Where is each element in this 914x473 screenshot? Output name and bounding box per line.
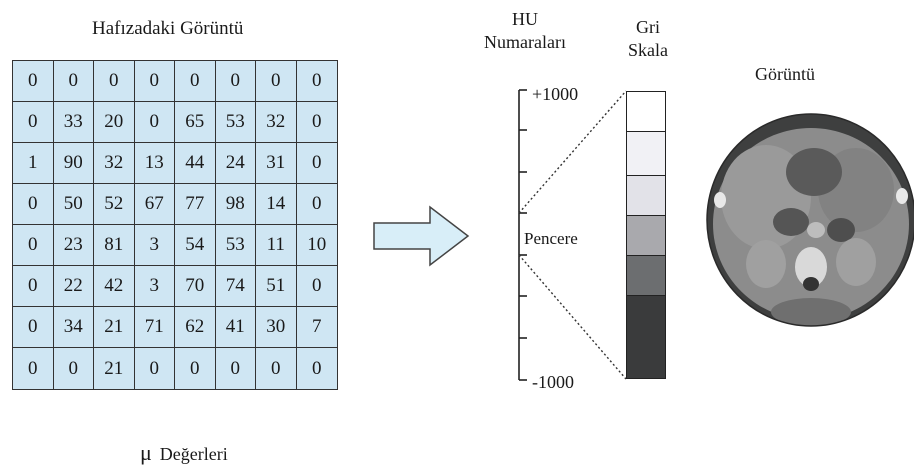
grid-cell: 0	[54, 348, 94, 389]
grid-cell: 0	[296, 61, 337, 102]
grid-cell: 13	[134, 143, 175, 184]
grid-cell: 53	[215, 225, 256, 266]
grid-cell: 3	[134, 266, 175, 307]
gray-title-line1: Gri	[636, 17, 660, 37]
mu-values-caption: μ Değerleri	[140, 440, 228, 466]
grid-cell: 0	[134, 61, 175, 102]
gray-scale-block	[627, 176, 665, 216]
grid-cell: 77	[175, 184, 216, 225]
grid-cell: 1	[13, 143, 54, 184]
caption-text: Değerleri	[159, 444, 228, 464]
grid-cell: 14	[256, 184, 297, 225]
grid-cell: 62	[175, 307, 216, 348]
grid-cell: 24	[215, 143, 256, 184]
mu-symbol: μ	[140, 440, 152, 465]
grid-cell: 22	[53, 266, 94, 307]
gray-scale-block	[627, 256, 665, 296]
gray-scale-block	[627, 216, 665, 256]
grid-cell: 0	[215, 61, 256, 102]
grid-cell: 98	[215, 184, 256, 225]
right-arrow-icon	[373, 205, 470, 267]
grid-cell: 41	[215, 307, 256, 348]
grid-cell: 0	[13, 225, 54, 266]
grid-cell: 0	[256, 348, 297, 389]
grid-cell: 0	[94, 61, 135, 102]
grid-cell: 44	[175, 143, 216, 184]
grid-cell: 65	[175, 102, 216, 143]
grid-cell: 32	[94, 143, 135, 184]
grid-cell: 0	[134, 102, 175, 143]
grid-cell: 21	[94, 348, 135, 389]
result-image-title: Görüntü	[755, 64, 815, 84]
hu-max-label: +1000	[532, 84, 579, 104]
grid-cell: 7	[296, 307, 337, 348]
grid-cell: 0	[13, 61, 54, 102]
grid-cell: 0	[13, 266, 54, 307]
gray-scale-title: Gri Skala	[608, 16, 688, 62]
gray-scale-block	[627, 92, 665, 132]
hu-numbers-title: HU Numaraları	[473, 8, 577, 54]
grid-cell: 33	[53, 102, 94, 143]
pixel-value-grid: 0 0 0 0 0 0 0 0 0 33 20 0 65 53 32 0 1 90 32 13 44 24 31 0 0 50 52…	[12, 60, 338, 390]
grid-cell: 0	[13, 348, 54, 389]
grid-cell: 0	[312, 357, 322, 379]
grid-cell: 11	[256, 225, 297, 266]
window-label: Pencere	[524, 229, 578, 249]
grid-cell: 74	[215, 266, 256, 307]
grid-cell: 53	[215, 102, 256, 143]
grid-cell: 0	[296, 143, 337, 184]
grid-cell: 42	[94, 266, 135, 307]
grid-cell: 3	[134, 225, 175, 266]
grid-cell: 0	[13, 307, 54, 348]
ct-scan-image	[706, 113, 914, 327]
grid-cell: 23	[53, 225, 94, 266]
grid-cell: 21	[94, 307, 135, 348]
grid-cell: 0	[135, 348, 175, 389]
grid-cell: 51	[256, 266, 297, 307]
grid-cell: 0	[175, 348, 216, 389]
gray-scale-block	[627, 296, 665, 378]
hu-title-line2: Numaraları	[484, 32, 566, 52]
grid-cell: 0	[13, 102, 54, 143]
grid-cell: 10	[296, 225, 337, 266]
grid-cell: 0	[296, 102, 337, 143]
grid-cell: 0	[13, 184, 54, 225]
gray-title-line2: Skala	[628, 40, 668, 60]
grid-cell: 0	[296, 266, 337, 307]
memory-image-title: Hafızadaki Görüntü	[92, 18, 244, 39]
hu-axis	[518, 89, 627, 381]
grid-cell: 50	[53, 184, 94, 225]
grid-cell: 90	[53, 143, 94, 184]
grid-cell: 30	[256, 307, 297, 348]
grid-cell: 31	[256, 143, 297, 184]
grid-cell: 0	[53, 61, 94, 102]
hu-min-label: -1000	[532, 372, 574, 392]
grid-cell: 0	[296, 184, 337, 225]
grid-cell: 54	[175, 225, 216, 266]
hu-title-line1: HU	[512, 9, 538, 29]
grid-cell: 0	[175, 61, 216, 102]
grid-cell: 70	[175, 266, 216, 307]
gray-scale-bar	[626, 91, 666, 379]
grid-cell: 0	[216, 348, 256, 389]
grid-cell: 20	[94, 102, 135, 143]
grid-cell: 0	[256, 61, 297, 102]
grid-cell: 67	[134, 184, 175, 225]
grid-cell: 32	[256, 102, 297, 143]
gray-scale-block	[627, 132, 665, 176]
grid-cell: 71	[134, 307, 175, 348]
grid-cell: 52	[94, 184, 135, 225]
grid-cell: 81	[94, 225, 135, 266]
grid-cell: 34	[53, 307, 94, 348]
